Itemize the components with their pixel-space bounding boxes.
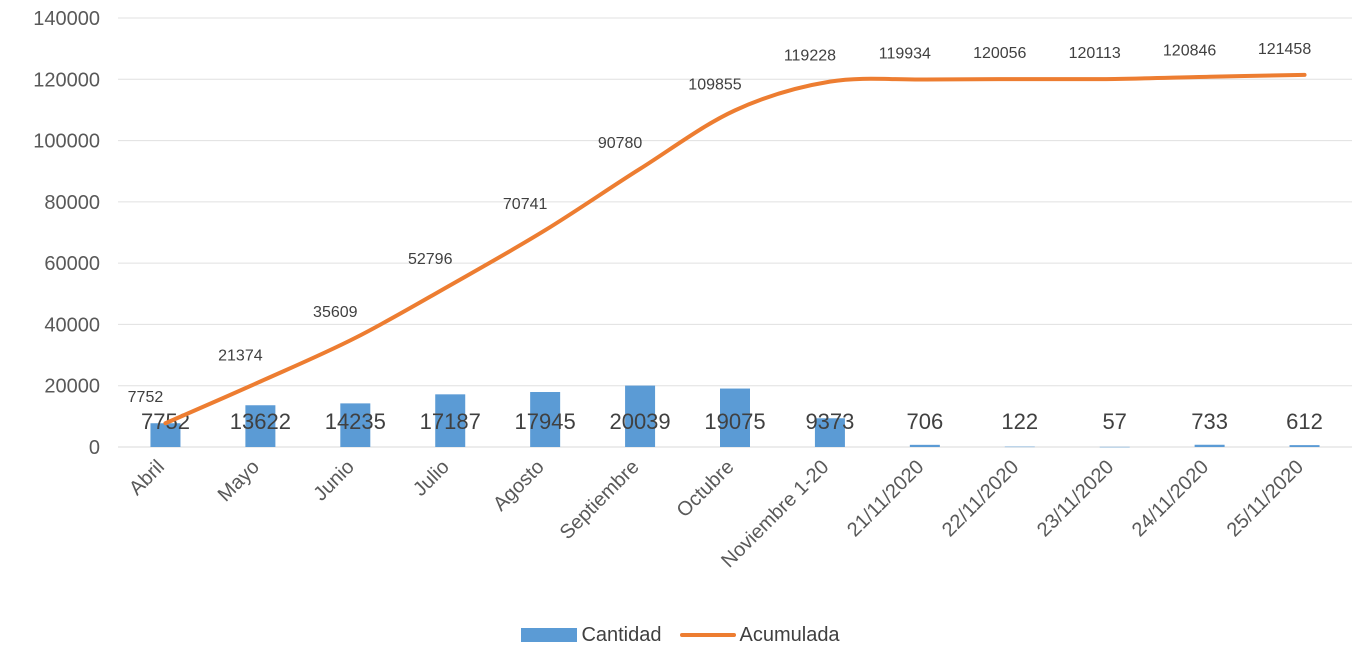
bar-cantidad [909,444,940,447]
bar-cantidad [530,392,561,447]
bar-data-label: 19075 [704,409,765,434]
line-data-label: 119934 [879,45,931,62]
bar-data-label: 57 [1102,409,1126,434]
bar-cantidad [340,403,371,447]
line-data-label: 70741 [503,196,548,213]
x-tick-label: Septiembre [556,456,644,544]
bar-data-label: 14235 [325,409,386,434]
x-tick-label: 22/11/2020 [938,456,1023,541]
bar-cantidad [720,388,750,447]
x-tick-label: Mayo [214,456,264,506]
bar-data-label: 17187 [420,409,481,434]
line-data-label: 35609 [313,304,358,321]
line-data-label: 90780 [598,135,643,152]
line-data-label: 120846 [1163,43,1216,60]
legend-item-cantidad: Cantidad [521,623,662,647]
x-tick-label: Abril [125,456,169,500]
x-tick-label: Julio [409,456,454,501]
line-data-label: 120056 [973,45,1026,62]
bar-data-label: 122 [1001,409,1038,434]
y-tick-label: 40000 [44,314,100,336]
bar-cantidad [435,394,466,447]
bar-data-label: 20039 [609,409,670,434]
line-data-label: 120113 [1069,45,1121,62]
line-data-label: 21374 [218,348,263,365]
y-tick-label: 120000 [33,69,100,91]
x-tick-label: Octubre [673,456,739,522]
bar-data-label: 17945 [515,409,576,434]
line-data-label: 7752 [128,389,164,406]
bar-cantidad [245,405,276,447]
y-tick-label: 0 [89,437,100,459]
line-data-label: 52796 [408,251,453,268]
x-tick-label: 23/11/2020 [1033,456,1118,541]
bar-cantidad [1194,444,1225,447]
legend-label-cantidad: Cantidad [581,623,662,646]
y-tick-label: 60000 [44,253,100,275]
y-tick-label: 20000 [44,376,100,398]
line-data-label: 119228 [784,48,836,65]
legend-swatch-cantidad [521,628,578,642]
x-tick-label: 24/11/2020 [1128,456,1213,541]
legend: Cantidad Acumulada [0,620,1361,650]
x-tick-label: 21/11/2020 [843,456,928,541]
y-tick-label: 80000 [44,192,100,214]
x-tick-label: Agosto [489,456,549,516]
bar-data-label: 733 [1191,409,1228,434]
bar-data-label: 13622 [230,409,291,434]
bar-cantidad [150,423,181,447]
line-acumulada [163,72,1307,426]
x-tick-label: Junio [309,456,358,505]
bar-cantidad [1099,446,1130,448]
x-tick-label: 25/11/2020 [1223,456,1308,541]
bar-data-label: 706 [906,409,943,434]
line-data-label: 121458 [1258,41,1311,58]
bar-cantidad [1289,445,1320,447]
bar-data-label: 612 [1286,409,1323,434]
bar-cantidad [1004,446,1035,448]
y-tick-label: 100000 [33,131,100,153]
bar-cantidad [625,385,656,447]
bar-data-label: 9373 [805,409,854,434]
legend-item-acumulada: Acumulada [679,623,840,647]
legend-label-acumulada: Acumulada [739,623,840,646]
bar-cantidad [814,418,845,447]
y-tick-label: 140000 [33,8,100,30]
legend-swatch-acumulada [679,633,736,637]
line-data-label: 109855 [688,76,741,93]
